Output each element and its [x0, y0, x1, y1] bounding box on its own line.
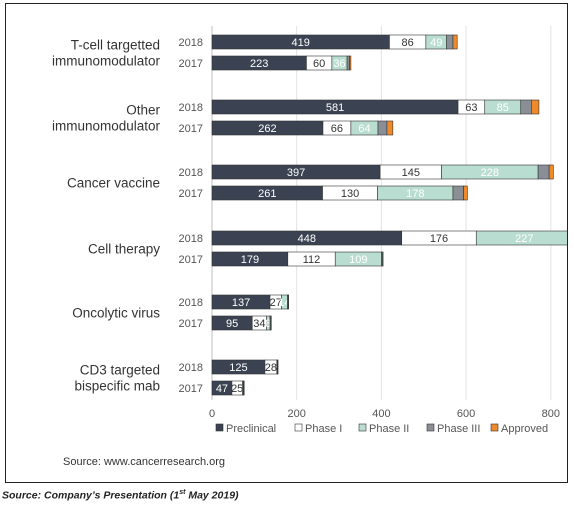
- data-label: 176: [430, 233, 448, 245]
- data-label: 47: [216, 383, 228, 395]
- source-note: Source: www.cancerresearch.org: [63, 456, 226, 468]
- category-label: immunomodulator: [52, 54, 161, 69]
- data-label: 178: [406, 188, 424, 200]
- data-label: 49: [430, 37, 442, 49]
- footer-source-prefix: Source: Company’s Presentation (1: [2, 489, 180, 502]
- data-label: 27: [270, 297, 282, 309]
- data-label: 8: [265, 318, 271, 330]
- year-label: 2018: [179, 233, 203, 245]
- bar-segment: [386, 120, 394, 136]
- data-label: 125: [229, 362, 247, 374]
- data-label: 66: [331, 123, 343, 135]
- bar-segment: [446, 34, 454, 50]
- x-tick-label: 600: [457, 408, 475, 420]
- legend-label: Phase III: [437, 423, 480, 435]
- bar-segment: [452, 34, 458, 50]
- data-label: 448: [298, 233, 316, 245]
- legend-label: Approved: [501, 423, 548, 435]
- x-tick-label: 200: [288, 408, 306, 420]
- category-label: CD3 targeted: [80, 363, 160, 378]
- bar-segment: [463, 185, 468, 201]
- bar-segment: [548, 164, 554, 180]
- year-label: 2017: [179, 188, 203, 200]
- year-label: 2017: [179, 123, 203, 135]
- category-label: bispecific mab: [74, 379, 160, 394]
- x-tick-label: 400: [372, 408, 390, 420]
- data-label: 179: [241, 254, 259, 266]
- footer-source: Source: Company’s Presentation (1st May …: [2, 489, 239, 502]
- bar-segment: [349, 55, 352, 71]
- footer-source-suffix: May 2019): [185, 489, 239, 502]
- data-label: 60: [313, 58, 325, 70]
- legend-label: Phase II: [369, 423, 409, 435]
- legend-swatch: [215, 423, 224, 432]
- data-label: 145: [402, 167, 420, 179]
- year-label: 2017: [179, 254, 203, 266]
- year-label: 2018: [179, 167, 203, 179]
- x-tick-label: 800: [542, 408, 560, 420]
- category-label: Cell therapy: [88, 242, 160, 257]
- data-label: 261: [258, 188, 276, 200]
- data-label: 28: [265, 362, 277, 374]
- year-label: 2018: [179, 297, 203, 309]
- data-label: 227: [515, 233, 533, 245]
- bar-segment: [377, 120, 388, 136]
- legend-label: Preclinical: [226, 423, 276, 435]
- bar-segment: [452, 185, 464, 201]
- data-label: 34: [253, 318, 265, 330]
- data-label: 109: [349, 254, 367, 266]
- data-label: 262: [258, 123, 276, 135]
- bar-segment: [531, 99, 540, 115]
- legend-swatch: [358, 423, 367, 432]
- category-label: Other: [126, 103, 160, 118]
- x-tick-label: 0: [209, 408, 215, 420]
- bar-segment: [520, 99, 532, 115]
- data-label: 581: [326, 102, 344, 114]
- data-label: 25: [231, 383, 243, 395]
- category-label: Oncolytic virus: [72, 306, 160, 321]
- data-label: 95: [226, 318, 238, 330]
- data-label: 64: [358, 123, 370, 135]
- data-label: 397: [287, 167, 305, 179]
- year-label: 2018: [179, 362, 203, 374]
- data-label: 112: [303, 254, 321, 266]
- year-label: 2018: [179, 37, 203, 49]
- data-label: 223: [250, 58, 268, 70]
- year-label: 2017: [179, 58, 203, 70]
- data-label: 228: [481, 167, 499, 179]
- legend-swatch: [426, 423, 435, 432]
- data-label: 86: [402, 37, 414, 49]
- legend-swatch: [294, 423, 303, 432]
- data-label: 130: [341, 188, 359, 200]
- footer-source-sup: st: [179, 489, 186, 496]
- data-label: 36: [333, 58, 345, 70]
- data-label: 137: [232, 297, 250, 309]
- chart-frame: 0 200 400 600 800 T-cell targetted immunomodul…: [5, 3, 568, 483]
- data-label: 63: [465, 102, 477, 114]
- bar-segment: [475, 230, 567, 246]
- category-label: T-cell targetted: [71, 38, 160, 53]
- year-label: 2017: [179, 383, 203, 395]
- category-label: Cancer vaccine: [67, 176, 160, 191]
- legend-swatch: [490, 423, 499, 432]
- year-label: 2018: [179, 102, 203, 114]
- bar-segment: [346, 55, 350, 71]
- bar-segment: [537, 164, 550, 180]
- legend-label: Phase I: [305, 423, 342, 435]
- data-label: 85: [497, 102, 509, 114]
- year-label: 2017: [179, 318, 203, 330]
- data-label: 419: [292, 37, 310, 49]
- category-label: immunomodulator: [52, 119, 161, 134]
